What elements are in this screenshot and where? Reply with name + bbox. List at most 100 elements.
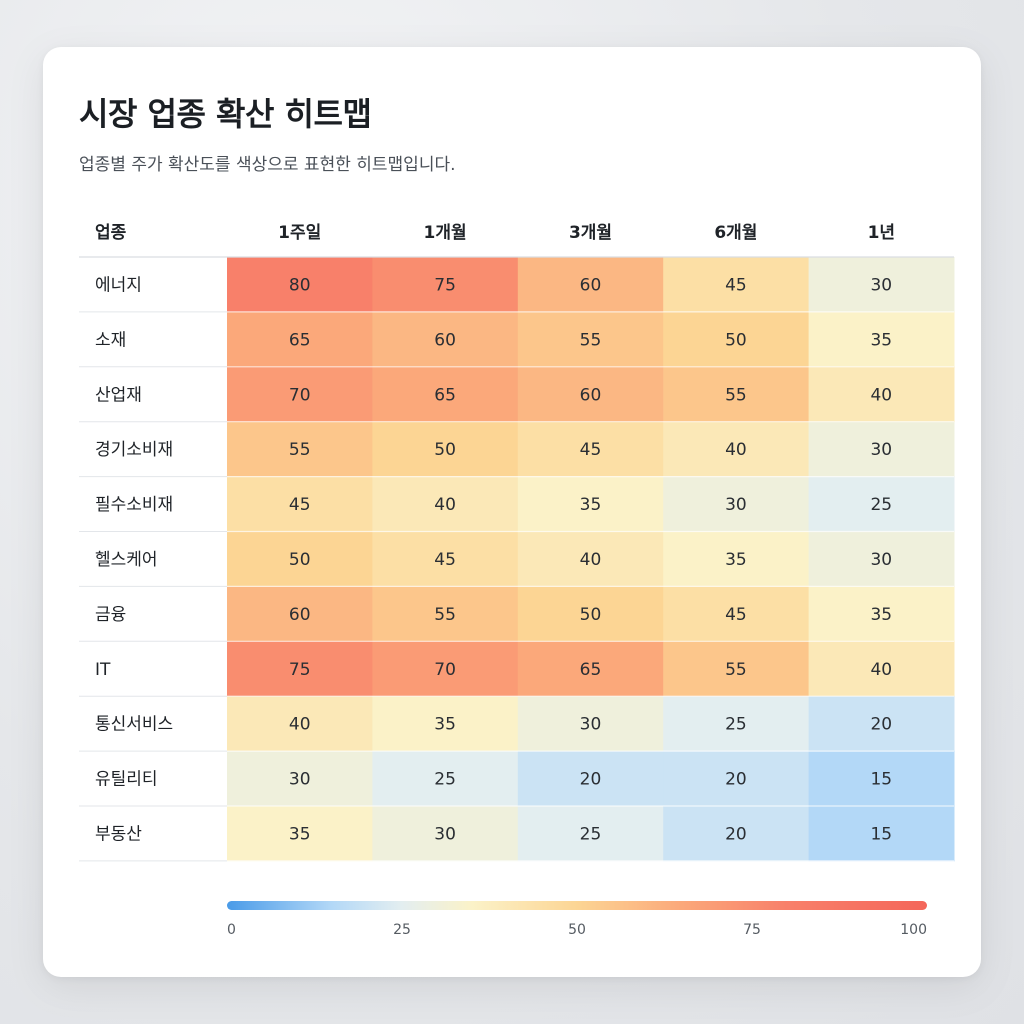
cell-value: 25 <box>870 495 892 515</box>
heatmap-cell <box>372 476 519 532</box>
heatmap-cell <box>808 806 955 862</box>
cell-value: 75 <box>289 660 311 680</box>
heatmap-cell <box>227 366 373 423</box>
cell-value: 35 <box>434 715 456 735</box>
color-scale-tick: 100 <box>900 922 927 938</box>
cell-value: 60 <box>289 605 311 625</box>
cell-value: 40 <box>870 385 892 405</box>
cell-value: 55 <box>289 440 311 460</box>
heatmap-cell <box>663 366 810 423</box>
cell-value: 65 <box>580 660 602 680</box>
color-scale-tick: 25 <box>393 922 411 938</box>
row-label: 소재 <box>95 330 126 350</box>
heatmap-cell <box>517 641 664 697</box>
heatmap-cell <box>227 586 373 642</box>
cell-value: 25 <box>434 770 456 790</box>
heatmap-cell <box>517 586 664 642</box>
cell-value: 35 <box>725 550 747 570</box>
cell-value: 80 <box>289 275 311 295</box>
heatmap-cell <box>372 257 519 313</box>
heatmap-cell <box>227 806 373 862</box>
heatmap-cell <box>517 257 664 313</box>
cell-value: 35 <box>580 495 602 515</box>
cell-value: 45 <box>580 440 602 460</box>
row-label: 통신서비스 <box>95 715 173 735</box>
heatmap-cell <box>517 751 664 807</box>
cell-value: 30 <box>870 550 892 570</box>
heatmap-cell <box>517 476 664 532</box>
heatmap-cell <box>227 421 373 478</box>
color-scale-bar <box>227 901 927 910</box>
heatmap-cell <box>663 641 810 697</box>
cell-value: 25 <box>725 715 747 735</box>
heatmap-cell <box>372 421 519 478</box>
heatmap-cell <box>372 696 519 752</box>
color-scale-tick: 0 <box>227 922 236 938</box>
heatmap-cell <box>372 586 519 642</box>
heatmap-cell <box>663 476 810 532</box>
heatmap-cell <box>517 311 664 368</box>
cell-value: 35 <box>870 330 892 350</box>
row-label: 경기소비재 <box>95 440 173 460</box>
chart-subtitle: 업종별 주가 확산도를 색상으로 표현한 히트맵입니다. <box>79 155 456 175</box>
cell-value: 65 <box>434 385 456 405</box>
row-label: 유틸리티 <box>95 770 158 790</box>
heatmap-cell <box>227 641 373 697</box>
cell-value: 30 <box>870 440 892 460</box>
row-label: 부동산 <box>95 824 142 844</box>
cell-value: 15 <box>870 824 892 844</box>
heatmap-cell <box>808 366 955 423</box>
cell-value: 20 <box>870 715 892 735</box>
cell-value: 45 <box>434 550 456 570</box>
cell-value: 35 <box>870 605 892 625</box>
cell-value: 30 <box>870 275 892 295</box>
cell-value: 30 <box>289 770 311 790</box>
cell-value: 45 <box>725 605 747 625</box>
cell-value: 70 <box>434 660 456 680</box>
cell-value: 25 <box>580 824 602 844</box>
cell-value: 60 <box>580 385 602 405</box>
corner-header: 업종 <box>95 223 127 243</box>
heatmap-cell <box>227 751 373 807</box>
heatmap-card: 시장 업종 확산 히트맵 업종별 주가 확산도를 색상으로 표현한 히트맵입니다… <box>43 47 981 977</box>
cell-value: 50 <box>289 550 311 570</box>
heatmap-cell <box>808 586 955 642</box>
heatmap-cell <box>808 531 955 587</box>
heatmap-cell <box>227 696 373 752</box>
heatmap-cell <box>663 806 810 862</box>
heatmap-cell <box>517 806 664 862</box>
heatmap-cell <box>517 366 664 423</box>
cell-value: 55 <box>580 330 602 350</box>
heatmap-cell <box>372 641 519 697</box>
chart-title: 시장 업종 확산 히트맵 <box>79 95 372 133</box>
column-header: 1년 <box>868 223 895 243</box>
cell-value: 60 <box>580 275 602 295</box>
color-scale-tick: 50 <box>568 922 586 938</box>
row-label: 필수소비재 <box>95 495 173 515</box>
heatmap-cell <box>372 806 519 862</box>
cell-value: 45 <box>725 275 747 295</box>
cell-value: 40 <box>289 715 311 735</box>
cell-value: 50 <box>580 605 602 625</box>
column-header: 1주일 <box>278 223 321 243</box>
cell-value: 40 <box>434 495 456 515</box>
cell-value: 55 <box>434 605 456 625</box>
heatmap-cell <box>808 641 955 697</box>
column-header: 3개월 <box>569 223 612 243</box>
cell-value: 70 <box>289 385 311 405</box>
heatmap-cell <box>663 751 810 807</box>
heatmap-cell <box>663 421 810 478</box>
row-label: 헬스케어 <box>95 550 158 570</box>
cell-value: 55 <box>725 385 747 405</box>
cell-value: 65 <box>289 330 311 350</box>
cell-value: 30 <box>434 824 456 844</box>
cell-value: 20 <box>725 770 747 790</box>
row-label: 에너지 <box>95 275 142 295</box>
cell-value: 15 <box>870 770 892 790</box>
cell-value: 20 <box>725 824 747 844</box>
heatmap-cell <box>372 751 519 807</box>
heatmap-cell <box>663 586 810 642</box>
heatmap-cell <box>808 311 955 368</box>
heatmap-cell <box>663 696 810 752</box>
